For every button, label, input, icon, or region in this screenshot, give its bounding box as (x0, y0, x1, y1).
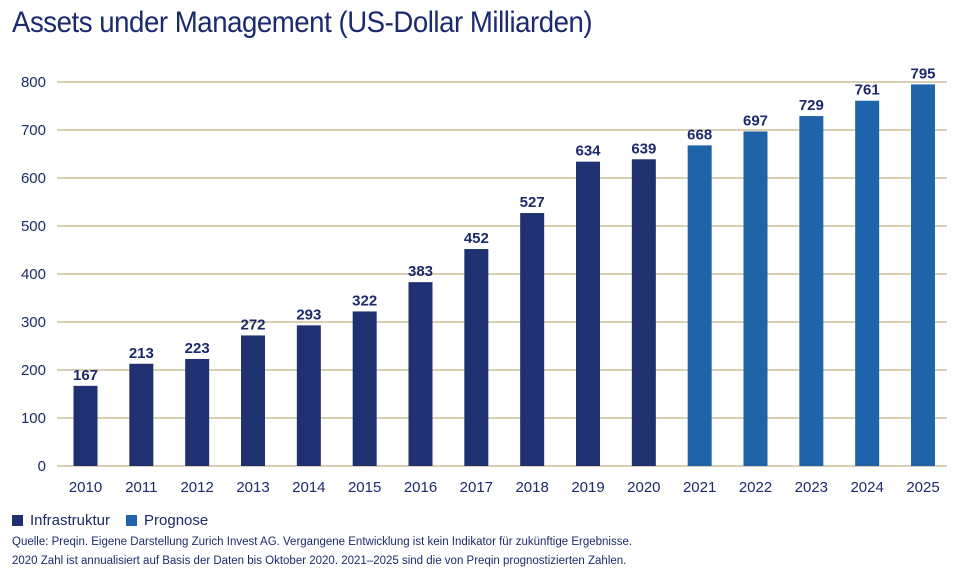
bar-2011 (129, 363, 154, 466)
y-tick-label: 0 (38, 458, 46, 475)
footnote: 2020 Zahl ist annualisiert auf Basis der… (12, 555, 627, 567)
y-tick-label: 800 (21, 74, 46, 91)
x-tick-label: 2011 (125, 479, 157, 496)
bar-2025 (911, 84, 935, 467)
bars (73, 84, 935, 467)
bar-2018 (520, 213, 545, 466)
legend-item-prognose: Prognose (126, 512, 208, 529)
x-tick-label: 2020 (627, 479, 660, 496)
y-tick-label: 100 (21, 410, 46, 427)
data-label-2019: 634 (575, 143, 601, 160)
x-tick-label: 2016 (404, 479, 437, 496)
y-tick-label: 200 (21, 362, 46, 379)
bar-2019 (576, 161, 600, 466)
bar-2014 (296, 325, 321, 466)
x-tick-label: 2015 (348, 479, 381, 496)
legend-swatch (12, 515, 23, 526)
data-label-2023: 729 (799, 97, 824, 114)
data-label-2024: 761 (855, 82, 880, 99)
data-label-2010: 167 (73, 367, 98, 384)
bar-2010 (73, 385, 98, 466)
y-tick-label: 300 (21, 314, 46, 331)
bar-2021 (687, 145, 712, 467)
bar-chart: 0 100 200 300 400 500 600 700 800 167 213 223 272 29… (21, 65, 947, 496)
data-label-2014: 293 (296, 306, 321, 323)
data-label-2015: 322 (352, 292, 377, 309)
x-tick-label: 2023 (795, 479, 828, 496)
x-tick-label: 2025 (906, 479, 939, 496)
bar-2015 (352, 311, 377, 466)
x-tick-label: 2018 (515, 479, 548, 496)
x-tick-label: 2022 (739, 479, 772, 496)
y-tick-label: 400 (21, 266, 46, 283)
data-label-2021: 668 (687, 126, 712, 143)
data-label-2013: 272 (240, 316, 265, 333)
data-label-2020: 639 (631, 140, 656, 157)
x-tick-label: 2017 (460, 479, 493, 496)
bar-2016 (408, 282, 433, 466)
x-tick-label: 2014 (292, 479, 325, 496)
bar-2022 (743, 131, 768, 466)
x-tick-label: 2013 (236, 479, 269, 496)
y-tick-label: 700 (21, 122, 46, 139)
y-tick-label: 500 (21, 218, 46, 235)
data-label-2012: 223 (185, 340, 210, 357)
bar-2024 (855, 100, 880, 466)
x-tick-label: 2012 (180, 479, 213, 496)
data-label-2016: 383 (408, 263, 433, 280)
x-tick-label: 2024 (850, 479, 883, 496)
y-axis-ticks: 0 100 200 300 400 500 600 700 800 (21, 74, 46, 475)
chart-title: Assets under Management (US-Dollar Milli… (12, 6, 593, 39)
bar-2013 (241, 335, 265, 466)
bar-2020 (631, 159, 656, 466)
data-label-2018: 527 (520, 194, 545, 211)
x-tick-label: 2019 (571, 479, 604, 496)
data-label-2017: 452 (464, 230, 489, 247)
data-label-2022: 697 (743, 112, 768, 129)
legend-item-infrastruktur: Infrastruktur (12, 512, 110, 529)
data-label-2011: 213 (129, 345, 154, 362)
source-note: Quelle: Preqin. Eigene Darstellung Zuric… (12, 536, 633, 548)
data-label-2025: 795 (910, 65, 935, 82)
x-tick-label: 2010 (69, 479, 102, 496)
x-tick-label: 2021 (683, 479, 716, 496)
legend-label: Prognose (144, 512, 209, 529)
bar-2017 (464, 249, 489, 466)
bar-2023 (799, 116, 824, 466)
data-labels: 167 213 223 272 293 322 383 452 527 634 639 668 697 7… (73, 65, 936, 383)
bar-2012 (185, 358, 210, 466)
x-axis-ticks: 2010 2011 2012 2013 2014 2015 2016 2017 2018 2019… (69, 479, 940, 496)
legend-swatch (126, 515, 138, 526)
legend-label: Infrastruktur (30, 512, 111, 529)
y-tick-label: 600 (21, 170, 46, 187)
legend: Infrastruktur Prognose (12, 512, 224, 529)
